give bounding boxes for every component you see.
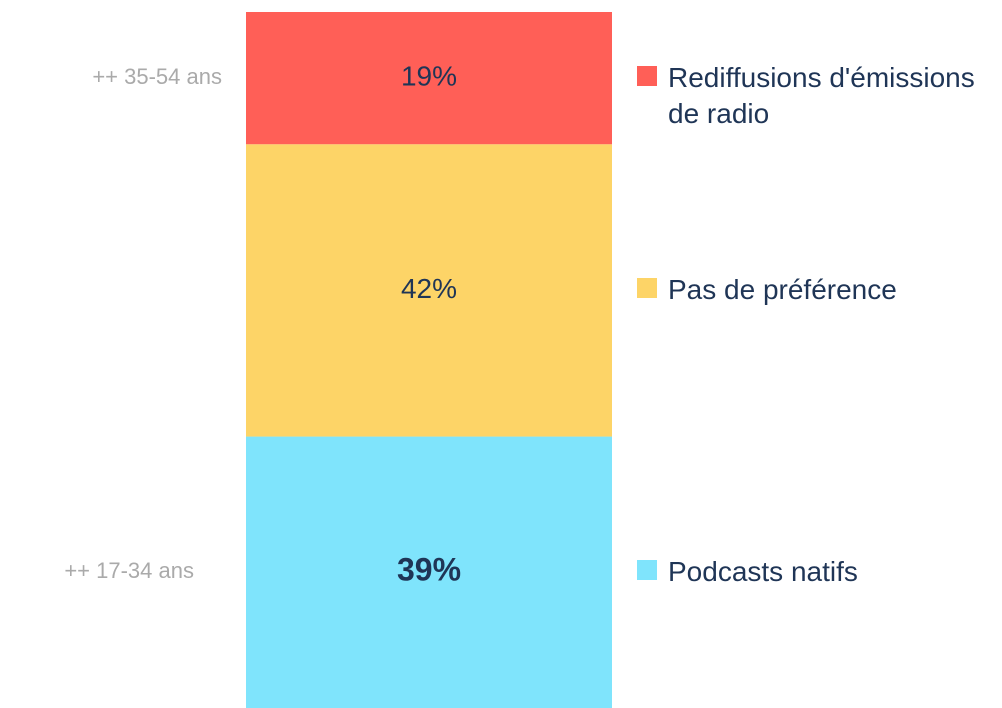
bar-segment (246, 436, 612, 708)
data-label: 19% (401, 61, 457, 92)
bar-segment (246, 12, 612, 145)
bar-segment (246, 144, 612, 437)
legend-swatch (637, 560, 657, 581)
legend-label: Rediffusions d'émissions de radio (668, 62, 975, 130)
legend-label: Podcasts natifs (668, 556, 858, 588)
data-label: 39% (397, 552, 461, 588)
legend-swatch (637, 66, 657, 87)
legend-item: Podcasts natifs (637, 554, 997, 590)
annotation: ++ 17-34 ans (64, 558, 194, 583)
legend-swatch (637, 278, 657, 299)
data-label: 42% (401, 273, 457, 304)
legend-item: Pas de préférence (637, 272, 997, 308)
legend-label: Pas de préférence (668, 274, 897, 306)
annotation: ++ 35-54 ans (92, 64, 222, 89)
legend-item: Rediffusions d'émissions de radio (637, 60, 997, 132)
